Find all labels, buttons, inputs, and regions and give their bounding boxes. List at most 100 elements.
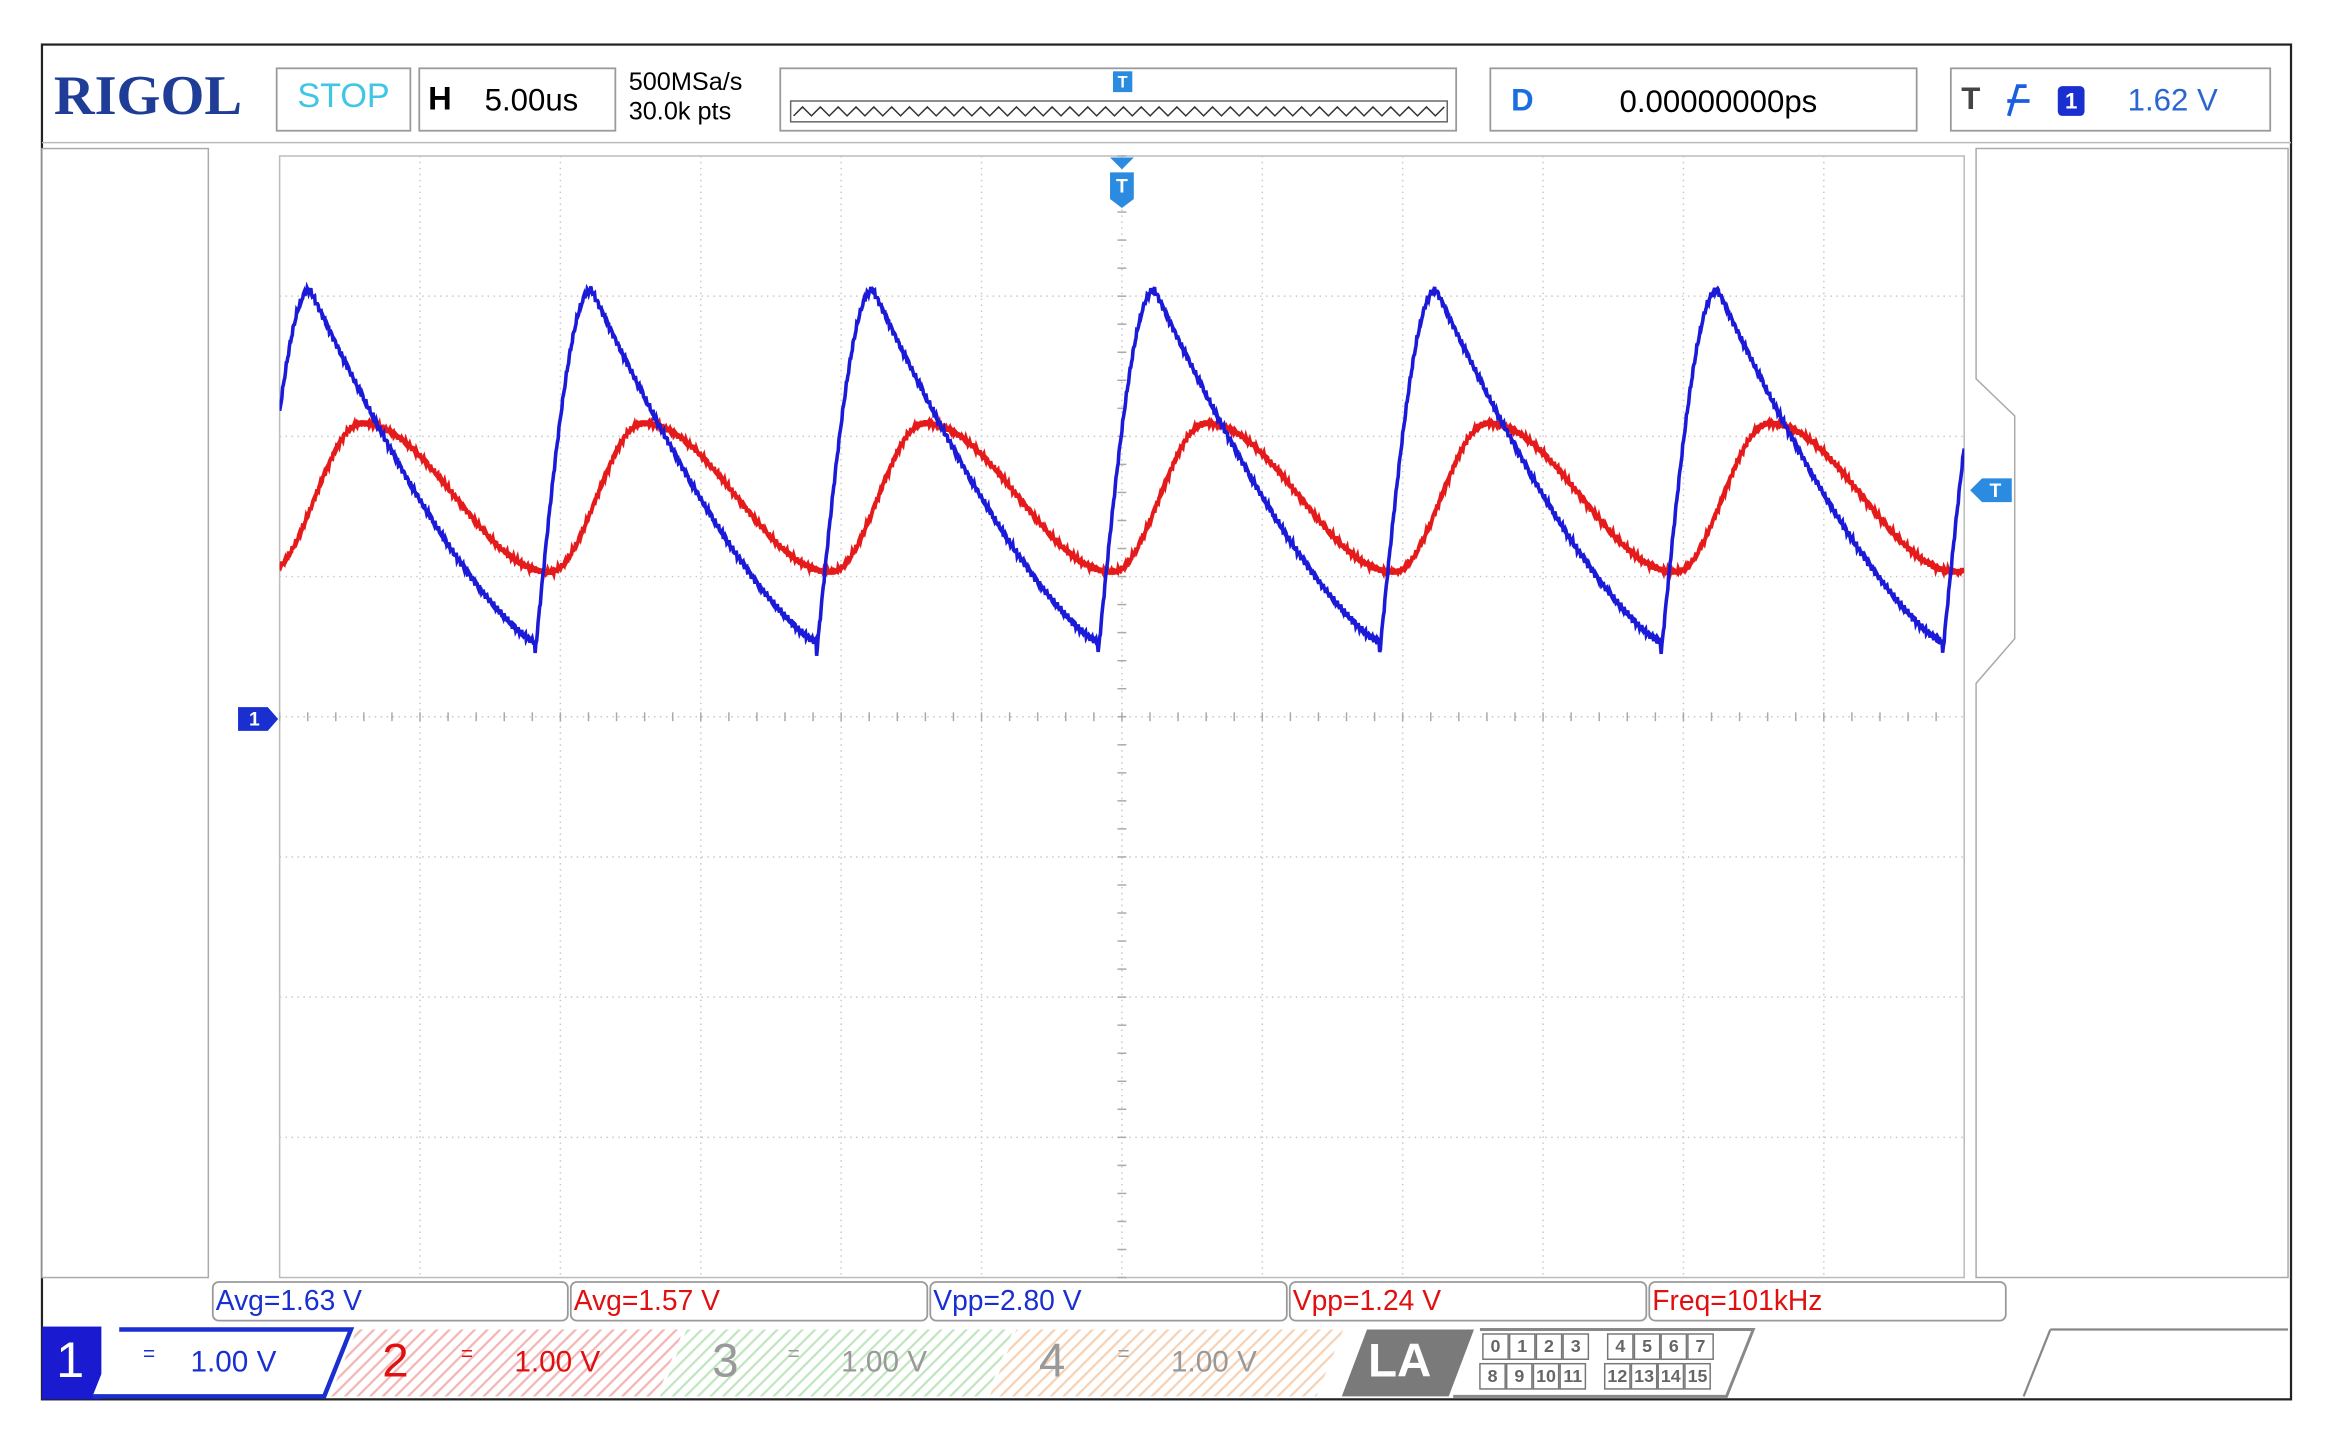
la-channel-box — [1657, 1362, 1685, 1390]
la-channel: 6 — [1669, 1336, 1679, 1356]
la-channel: 8 — [1488, 1366, 1498, 1386]
la-channel-box — [1562, 1333, 1590, 1360]
channel-number: 1 — [56, 1331, 84, 1388]
waveforms — [279, 281, 1965, 657]
la-tab[interactable] — [1341, 1329, 1474, 1397]
channel-bar: 1 = 1.00 V 2 = 1.00 V 3 = 1.00 V 4 = 1.0… — [41, 1326, 2289, 1400]
la-channel-box — [1603, 1362, 1631, 1390]
channel-coupling: = — [143, 1342, 155, 1365]
measurement-box[interactable] — [569, 1281, 929, 1322]
channel1-scale-box[interactable] — [92, 1327, 355, 1399]
channel2-waveform — [279, 414, 1965, 582]
la-channel: 5 — [1642, 1336, 1652, 1356]
la-channel-box — [1532, 1362, 1560, 1390]
channel-scale: 1.00 V — [514, 1346, 600, 1379]
trigger-label: T — [1961, 81, 1980, 116]
measurement-box[interactable] — [211, 1281, 569, 1322]
channel-number: 2 — [382, 1334, 408, 1387]
memory-trigger-marker — [1113, 71, 1133, 93]
delay: 0.00000000ps — [1620, 84, 1818, 119]
status-box[interactable] — [275, 67, 412, 132]
trigger-level: 1.62 V — [2128, 83, 2218, 118]
la-channel-box — [1606, 1333, 1634, 1360]
trigger-source: 1 — [2065, 88, 2077, 113]
channel1-marker[interactable] — [238, 707, 279, 731]
la-channel-box — [1687, 1333, 1714, 1360]
measurement-bar: Avg=1.63 V Avg=1.57 V Vpp=2.80 V Vpp=1.2… — [211, 1281, 2007, 1322]
delay-box[interactable] — [1489, 67, 1918, 132]
la-channel: 7 — [1696, 1336, 1706, 1356]
measurement-box[interactable] — [1288, 1281, 1648, 1322]
la-channel: 9 — [1514, 1366, 1524, 1386]
la-channel: 14 — [1661, 1366, 1681, 1386]
channel-scale: 1.00 V — [191, 1346, 277, 1379]
channel1-waveform — [279, 281, 1965, 657]
measurement: Vpp=2.80 V — [933, 1284, 1081, 1316]
trigger-position-marker[interactable] — [1110, 157, 1134, 208]
memory-depth: 30.0k pts — [629, 98, 731, 126]
timebase: 5.00us — [485, 83, 579, 118]
trigger-source-box — [2057, 86, 2085, 116]
trigger-box[interactable] — [1949, 67, 2272, 132]
channel1-marker-label: 1 — [249, 710, 260, 731]
la-digital-channels: 0 1 2 3 4 5 6 78 9 10 11 12 13 14 15 — [1479, 1333, 1714, 1390]
channel-scale: 1.00 V — [841, 1346, 927, 1379]
channel-number: 4 — [1039, 1334, 1065, 1387]
memory-waveform — [793, 105, 1445, 117]
la-channels-box[interactable] — [1453, 1328, 1756, 1398]
la-channel: 4 — [1615, 1336, 1625, 1356]
measurement: Avg=1.63 V — [216, 1284, 362, 1316]
trigger-edge-icon — [2006, 84, 2030, 117]
la-channel: 15 — [1688, 1366, 1708, 1386]
memory-trigger-label: T — [1118, 74, 1128, 92]
channel-coupling: = — [461, 1342, 473, 1365]
trigger-position-marker-label: T — [1116, 176, 1128, 197]
la-channel: 10 — [1536, 1366, 1556, 1386]
brand: RIGOL — [54, 65, 242, 127]
trigger-level-marker-label: T — [1990, 481, 2002, 502]
channel1-tab[interactable] — [41, 1326, 102, 1400]
la-channel-box — [1559, 1362, 1587, 1390]
delay-label: D — [1511, 83, 1534, 118]
measurement: Avg=1.57 V — [574, 1284, 720, 1316]
trigger-level-marker[interactable] — [1970, 478, 2012, 503]
channel2-tab[interactable] — [330, 1329, 684, 1397]
channel-number: 3 — [712, 1334, 738, 1387]
timebase-label: H — [428, 80, 452, 117]
spare-tab — [2022, 1328, 2289, 1397]
la-channel: 1 — [1517, 1336, 1527, 1356]
measurement-box[interactable] — [929, 1281, 1288, 1322]
la-label: LA — [1368, 1334, 1431, 1387]
channel-scale: 1.00 V — [1171, 1346, 1257, 1379]
la-channel: 0 — [1491, 1336, 1501, 1356]
sample-rate: 500MSa/s — [629, 68, 743, 96]
la-channel: 11 — [1563, 1366, 1582, 1386]
graticule — [278, 155, 1965, 1279]
la-channel-box — [1508, 1333, 1536, 1360]
la-channel: 12 — [1607, 1366, 1627, 1386]
la-channel: 13 — [1634, 1366, 1654, 1386]
timebase-box[interactable] — [418, 67, 617, 132]
left-panel — [41, 147, 210, 1279]
channel4-tab[interactable] — [989, 1329, 1344, 1397]
right-panel[interactable] — [1975, 147, 2289, 1279]
la-channel-box — [1630, 1362, 1658, 1390]
la-channel-box — [1535, 1333, 1563, 1360]
la-channel-box — [1633, 1333, 1661, 1360]
la-channel-box — [1660, 1333, 1688, 1360]
measurement-box[interactable] — [1648, 1281, 2007, 1322]
la-channel-box — [1482, 1333, 1509, 1360]
la-channel-box — [1684, 1362, 1711, 1390]
channel3-tab[interactable] — [659, 1329, 1014, 1397]
la-channel: 2 — [1544, 1336, 1554, 1356]
measurement: Freq=101kHz — [1652, 1284, 1822, 1316]
channel-coupling: = — [788, 1342, 800, 1365]
channel-coupling: = — [1117, 1342, 1129, 1365]
la-channel: 3 — [1571, 1336, 1581, 1356]
measurement: Vpp=1.24 V — [1293, 1284, 1441, 1316]
run-status: STOP — [297, 77, 389, 115]
la-channel-box — [1505, 1362, 1533, 1390]
la-channel-box — [1479, 1362, 1506, 1390]
